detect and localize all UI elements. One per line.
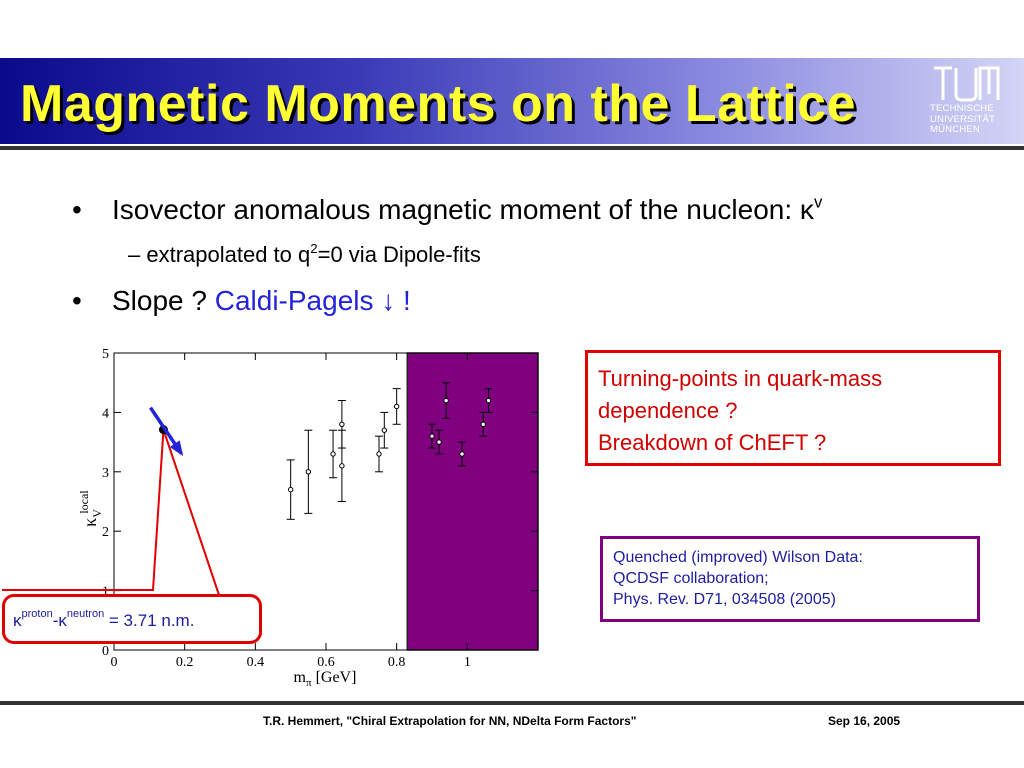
data-point <box>429 433 435 439</box>
slide-title: Magnetic Moments on the Lattice <box>20 75 857 133</box>
x-axis-label-unit: [GeV] <box>312 669 357 686</box>
top-divider <box>0 146 1024 150</box>
axes-layer: 0 0.2 0.4 0.6 0.8 1 0 1 2 3 4 5 <box>102 347 539 670</box>
y-tick-label: 1 <box>102 585 109 600</box>
sub-bullet-suffix: =0 via Dipole-fits <box>317 242 481 267</box>
university-logo: TECHNISCHE UNIVERSITÄT MÜNCHEN <box>930 62 1002 142</box>
kappa-symbol: κ <box>13 611 22 630</box>
data-point <box>480 421 486 427</box>
data-point <box>339 421 345 427</box>
sub-bullet-sup: 2 <box>310 240 318 256</box>
bullet-text: Isovector anomalous magnetic moment of t… <box>112 194 814 225</box>
source-line: Phys. Rev. D71, 034508 (2005) <box>613 591 836 608</box>
bullet-dot: • <box>72 194 82 225</box>
data-source-callout: Quenched (improved) Wilson Data: QCDSF c… <box>600 536 980 622</box>
kappa-value-callout: κproton-κneutron = 3.71 n.m. <box>2 594 262 644</box>
callout-line: Turning-points in quark-mass <box>598 366 883 391</box>
callout-line: Breakdown of ChEFT ? <box>598 430 827 455</box>
x-axis-label-sub: π <box>306 677 312 689</box>
overlay-layer <box>2 406 220 596</box>
kappa-proton-sup: proton <box>21 608 53 621</box>
footer-citation: T.R. Hemmert, "Chiral Extrapolation for … <box>263 714 637 728</box>
x-axis-label-main: m <box>294 669 307 686</box>
data-point <box>287 486 294 493</box>
logo-line: MÜNCHEN <box>930 124 980 135</box>
data-point <box>381 427 387 433</box>
data-point <box>305 469 312 475</box>
x-tick-label: 0.2 <box>176 655 194 670</box>
data-point <box>393 403 400 410</box>
logo-line: TECHNISCHE <box>930 103 994 114</box>
data-point <box>443 397 449 404</box>
bullet-isovector: • Isovector anomalous magnetic moment of … <box>72 192 823 226</box>
x-axis-label: mπ [GeV] <box>294 669 357 689</box>
x-tick-label: 0.6 <box>317 655 335 670</box>
dash: – <box>128 242 147 267</box>
y-tick-label: 3 <box>102 466 109 481</box>
svg-text:κV: κV <box>80 509 104 527</box>
data-point <box>339 463 345 469</box>
bottom-divider <box>0 701 1024 705</box>
data-point <box>436 439 442 445</box>
kappa-symbol-2: -κ <box>52 611 67 630</box>
turning-points-callout: Turning-points in quark-mass dependence … <box>585 350 1001 466</box>
tum-logo-icon <box>934 66 1000 102</box>
x-tick-label: 0.8 <box>388 655 406 670</box>
data-point <box>330 451 336 457</box>
data-point <box>376 451 382 457</box>
sub-bullet-text: extrapolated to q <box>146 242 311 267</box>
x-tick-label: 1 <box>464 655 471 670</box>
callout-connector-right <box>162 429 220 596</box>
callout-connector-left <box>2 429 165 591</box>
kappa-value: = 3.71 n.m. <box>104 611 195 630</box>
bullet-dot: • <box>72 285 82 316</box>
y-axis-label: κV local <box>77 490 104 527</box>
logo-text: TECHNISCHE UNIVERSITÄT MÜNCHEN <box>930 103 1002 136</box>
callout-line: dependence ? <box>598 398 738 423</box>
band-layer <box>406 352 539 651</box>
y-axis-label-sup: local <box>77 490 91 514</box>
x-tick-label: 0 <box>111 655 118 670</box>
y-tick-label: 4 <box>102 406 109 421</box>
logo-line: UNIVERSITÄT <box>930 113 996 125</box>
y-tick-label: 0 <box>102 644 109 659</box>
y-axis-label-main: κ <box>80 518 100 527</box>
y-axis-label-sub: V <box>90 509 104 518</box>
slope-arrow-head <box>169 440 184 457</box>
y-tick-label: 2 <box>102 525 109 540</box>
sub-bullet-extrapolated: – extrapolated to q2=0 via Dipole-fits <box>128 242 481 268</box>
bullet-text: Slope ? <box>112 285 215 316</box>
data-point <box>459 451 465 457</box>
y-tick-label: 5 <box>102 347 109 362</box>
data-point <box>485 397 492 404</box>
footer-date: Sep 16, 2005 <box>828 714 901 728</box>
points-layer <box>286 382 493 520</box>
source-line: QCDSF collaboration; <box>613 570 769 587</box>
source-line: Quenched (improved) Wilson Data: <box>613 549 863 566</box>
kappa-neutron-sup: neutron <box>66 608 105 621</box>
bullet-slope: • Slope ? Caldi-Pagels ↓ ! <box>72 285 411 317</box>
x-tick-label: 0.4 <box>247 655 265 670</box>
title-bar <box>0 58 1024 144</box>
caldi-pagels-link[interactable]: Caldi-Pagels ↓ ! <box>214 285 411 316</box>
shaded-band <box>406 352 539 651</box>
bullet-sup: v <box>813 192 823 212</box>
